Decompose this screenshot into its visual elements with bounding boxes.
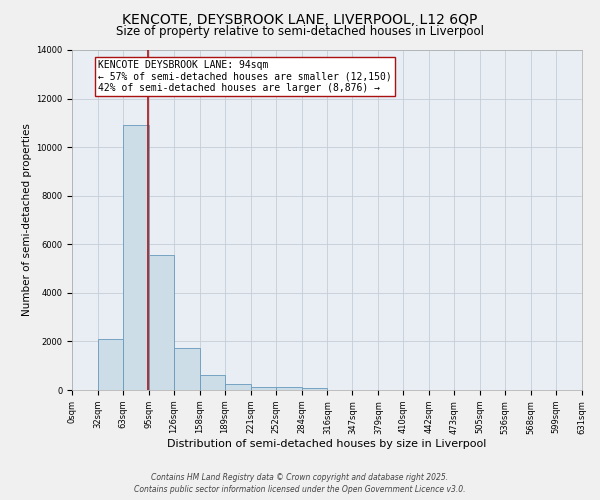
Bar	[275, 388, 302, 390]
Bar	[174, 348, 200, 390]
Bar	[251, 387, 275, 390]
Text: Contains HM Land Registry data © Crown copyright and database right 2025.
Contai: Contains HM Land Registry data © Crown c…	[134, 472, 466, 494]
Bar	[149, 255, 174, 390]
Text: KENCOTE, DEYSBROOK LANE, LIVERPOOL, L12 6QP: KENCOTE, DEYSBROOK LANE, LIVERPOOL, L12 …	[122, 12, 478, 26]
Bar	[200, 375, 225, 390]
X-axis label: Distribution of semi-detached houses by size in Liverpool: Distribution of semi-detached houses by …	[167, 439, 487, 449]
Bar	[302, 388, 328, 390]
Bar	[225, 384, 251, 390]
Bar	[123, 126, 149, 390]
Bar	[98, 339, 123, 390]
Y-axis label: Number of semi-detached properties: Number of semi-detached properties	[22, 124, 32, 316]
Text: Size of property relative to semi-detached houses in Liverpool: Size of property relative to semi-detach…	[116, 25, 484, 38]
Text: KENCOTE DEYSBROOK LANE: 94sqm
← 57% of semi-detached houses are smaller (12,150): KENCOTE DEYSBROOK LANE: 94sqm ← 57% of s…	[98, 60, 392, 93]
